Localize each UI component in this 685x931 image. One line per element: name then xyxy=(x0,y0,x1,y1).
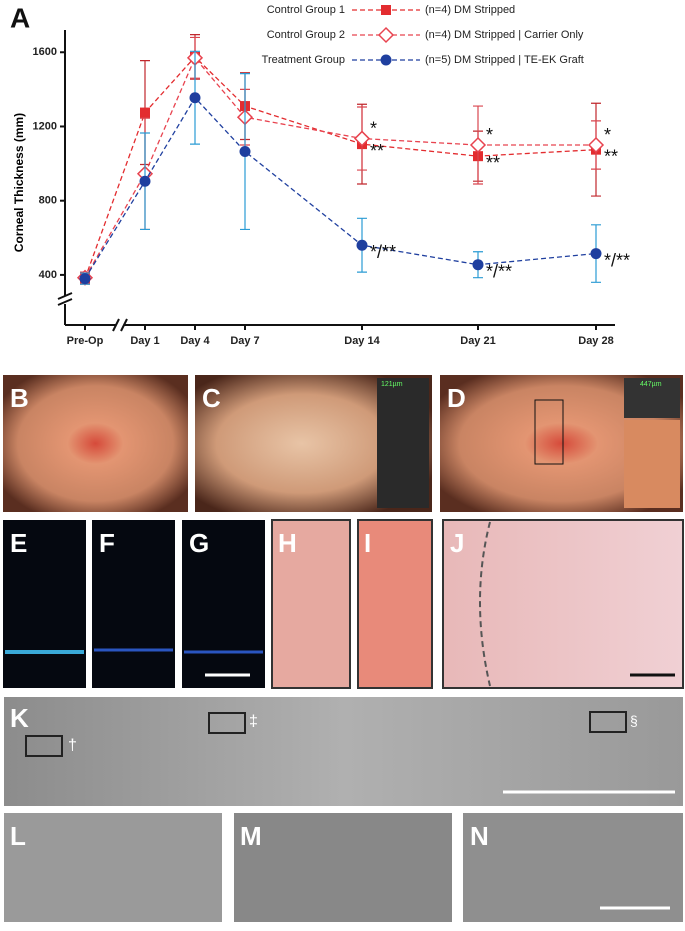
x-tick-label: Day 14 xyxy=(344,335,380,347)
panel-label: F xyxy=(99,528,115,558)
marker xyxy=(139,175,151,187)
fluorescence xyxy=(182,520,265,688)
marker xyxy=(239,146,251,158)
significance-label: */** xyxy=(604,250,630,270)
x-tick-label: Day 1 xyxy=(130,335,159,347)
significance-label: ** xyxy=(604,146,618,166)
x-tick-label: Day 7 xyxy=(230,335,259,347)
sem xyxy=(463,813,683,922)
series-line xyxy=(84,96,597,279)
significance-label: * xyxy=(486,125,493,145)
significance-label: * xyxy=(370,118,377,138)
panel-label: I xyxy=(364,528,371,558)
marker xyxy=(380,54,392,66)
y-axis-label: Corneal Thickness (mm) xyxy=(12,113,26,252)
legend-label: Treatment Group xyxy=(262,54,345,66)
oct-scan xyxy=(624,378,680,418)
significance-label: * xyxy=(604,125,611,145)
legend-note: (n=4) DM Stripped | Carrier Only xyxy=(425,29,584,41)
legend-note: (n=4) DM Stripped xyxy=(425,4,515,16)
fluorescence xyxy=(3,520,86,688)
panel-label: A xyxy=(10,2,30,33)
boundary xyxy=(479,521,491,687)
y-tick-label: 1200 xyxy=(33,120,57,132)
marker xyxy=(472,259,484,271)
y-tick-label: 800 xyxy=(39,195,57,207)
histology xyxy=(357,519,433,689)
panel-label: B xyxy=(10,383,29,413)
x-tick-label: Day 28 xyxy=(578,335,613,347)
legend-note: (n=5) DM Stripped | TE-EK Graft xyxy=(425,54,584,66)
marker: † xyxy=(68,737,77,754)
box xyxy=(25,735,63,757)
marker xyxy=(79,273,91,285)
y-tick-label: 400 xyxy=(39,269,57,281)
axis-break xyxy=(57,292,128,332)
panel-label: J xyxy=(450,528,464,558)
marker xyxy=(356,239,368,251)
histology xyxy=(442,519,684,689)
panel-labels: B C D E F G H I J K L M N xyxy=(10,383,489,851)
box xyxy=(589,711,627,733)
panel-label: C xyxy=(202,383,221,413)
oct-scan xyxy=(377,378,429,508)
panel-label: D xyxy=(447,383,466,413)
series-line xyxy=(84,56,596,279)
image-panels: 121µm 447µm † ‡ § xyxy=(3,375,684,922)
box xyxy=(208,712,246,734)
marker xyxy=(189,92,201,104)
sem xyxy=(4,697,683,806)
significance-label: ** xyxy=(370,141,384,161)
panel-label: G xyxy=(189,528,209,558)
marker xyxy=(469,136,487,154)
panel-label: L xyxy=(10,821,26,851)
inset xyxy=(624,420,680,508)
significance-label: ** xyxy=(486,153,500,173)
x-tick-label: Day 21 xyxy=(460,335,495,347)
box xyxy=(534,399,564,465)
series-line xyxy=(84,55,597,279)
panel-label: M xyxy=(240,821,262,851)
marker xyxy=(587,136,605,154)
y-tick-label: 1600 xyxy=(33,46,57,58)
histology xyxy=(271,519,351,689)
marker xyxy=(590,248,602,260)
marker xyxy=(377,26,395,44)
x-tick-label: Pre-Op xyxy=(67,335,104,347)
panel-label: H xyxy=(278,528,297,558)
fluorescence xyxy=(92,520,175,688)
legend-label: Control Group 1 xyxy=(267,4,345,16)
panel-label: K xyxy=(10,703,29,733)
panel-label: N xyxy=(470,821,489,851)
panel-label: E xyxy=(10,528,27,558)
significance-label: */** xyxy=(486,261,512,281)
sem xyxy=(4,813,222,922)
marker xyxy=(353,130,371,147)
chart: A Corneal Thickness (mm) 400 800 1200 1600 Pre… xyxy=(10,2,630,347)
marker: ‡ xyxy=(249,713,258,730)
marker xyxy=(381,5,391,15)
sem xyxy=(234,813,452,922)
oct-label: 121µm xyxy=(381,381,403,388)
significance-label: */** xyxy=(370,242,396,262)
marker xyxy=(140,107,150,118)
legend-label: Control Group 2 xyxy=(267,29,345,41)
oct-label: 447µm xyxy=(640,381,662,388)
photo xyxy=(3,375,188,512)
marker: § xyxy=(630,713,638,729)
x-tick-label: Day 4 xyxy=(180,335,210,347)
